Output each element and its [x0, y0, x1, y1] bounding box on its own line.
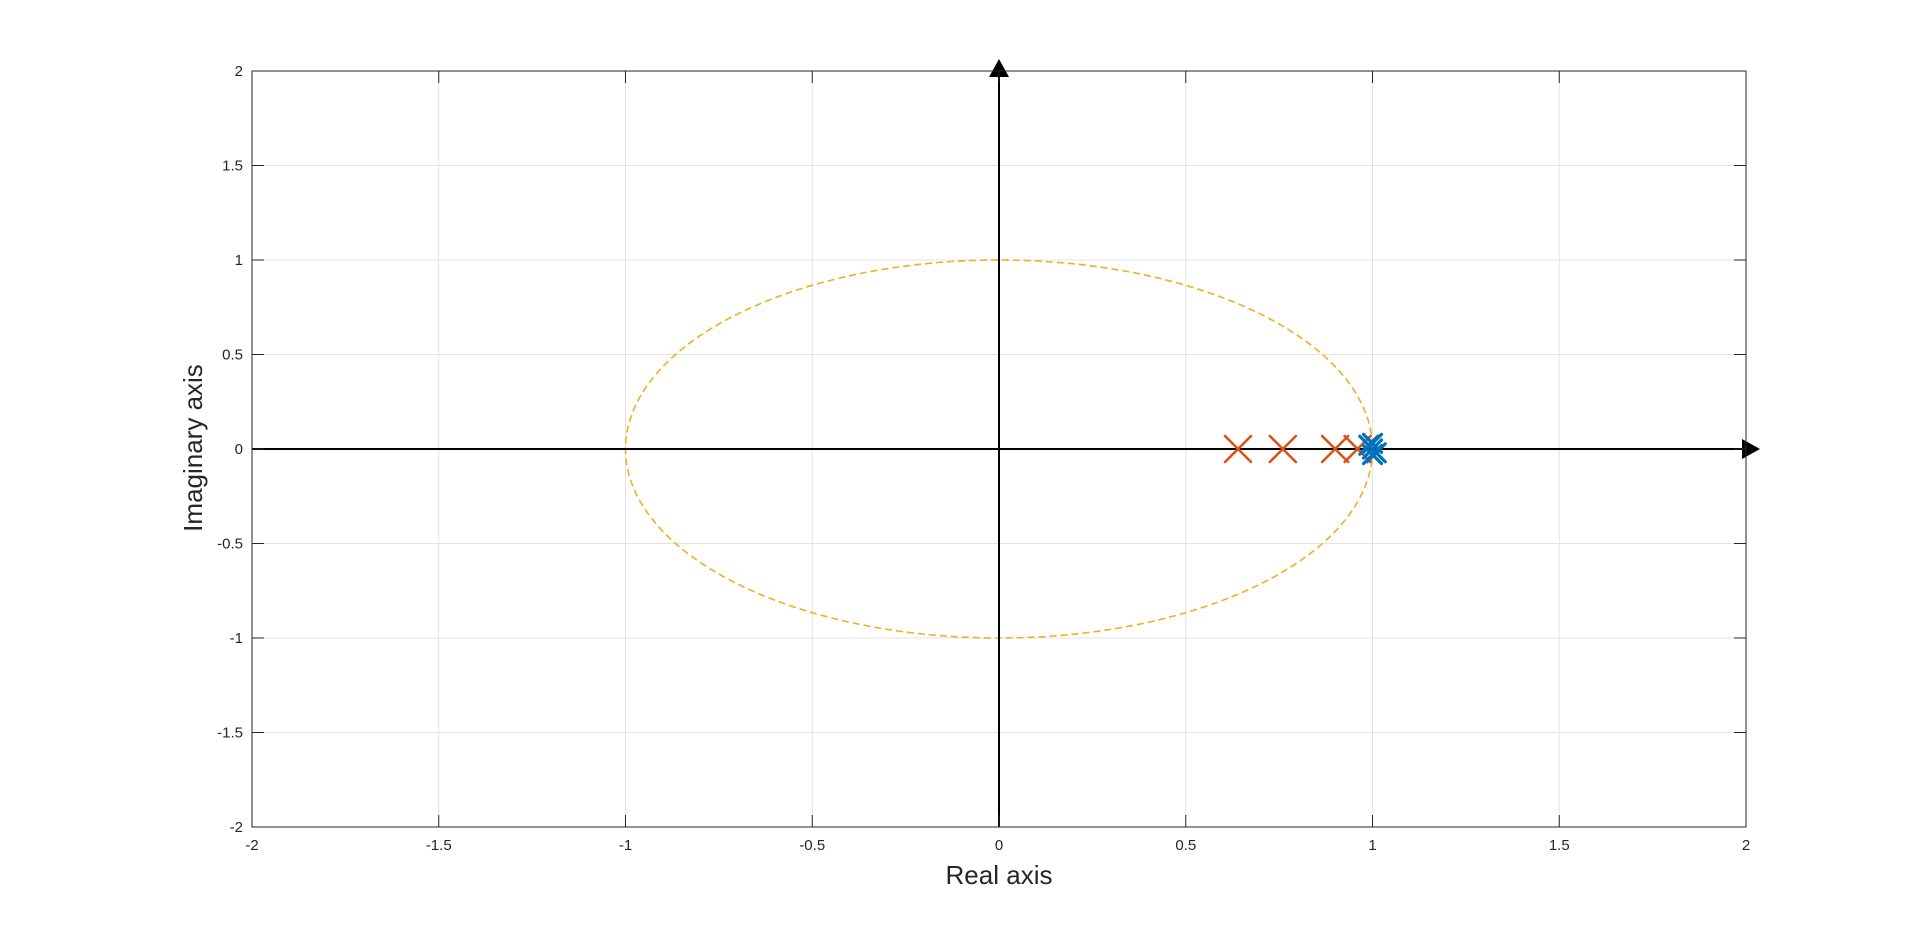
x-axis-title: Real axis: [946, 860, 1053, 890]
y-tick-label: -2: [230, 819, 243, 836]
x-tick-label: -2: [245, 837, 258, 854]
plot-box-layer: [251, 70, 1747, 828]
tick-labels-layer: -2 -1.5 -1 -0.5 0 0.5 1 1.5 2 -2 -1.5 -1 -0.5 0 0.5 1 1.…: [217, 63, 1750, 854]
y-tick-label: -1: [230, 630, 243, 647]
y-tick-label: -1.5: [217, 725, 243, 742]
pole-marker: [1320, 434, 1350, 464]
x-tick-label: 2: [1742, 837, 1750, 854]
markers-layer: [1223, 432, 1387, 466]
y-tick-label: -0.5: [217, 536, 243, 553]
x-tick-label: 1.5: [1549, 837, 1570, 854]
y-axis-title: Imaginary axis: [178, 364, 208, 532]
pole-marker: [1361, 444, 1384, 466]
pole-marker: [1268, 434, 1298, 464]
x-tick-label: -1: [619, 837, 632, 854]
x-tick-label: 0: [995, 837, 1003, 854]
y-tick-label: 0.5: [222, 347, 243, 364]
axes-layer: [252, 59, 1760, 827]
y-tick-label: 2: [235, 63, 243, 80]
axis-titles-layer: Real axis Imaginary axis: [178, 364, 1052, 890]
x-tick-label: 0.5: [1175, 837, 1196, 854]
imaginary-axis-arrow: [989, 59, 1009, 77]
x-tick-label: 1: [1368, 837, 1376, 854]
y-tick-label: 1.5: [222, 158, 243, 175]
y-tick-label: 1: [235, 252, 243, 269]
x-tick-label: -0.5: [799, 837, 825, 854]
pole-marker: [1223, 434, 1253, 464]
pole-marker: [1343, 434, 1372, 464]
x-tick-label: -1.5: [426, 837, 452, 854]
y-tick-label: 0: [235, 441, 243, 458]
